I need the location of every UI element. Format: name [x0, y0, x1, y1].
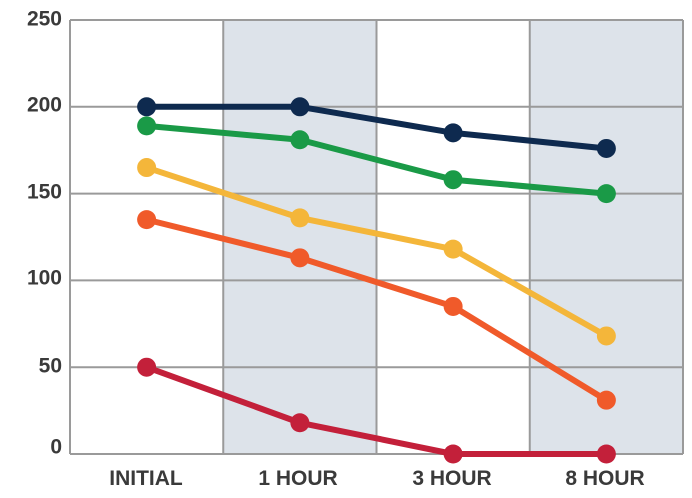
data-point	[596, 138, 616, 158]
data-point	[290, 413, 310, 433]
data-point	[137, 158, 157, 178]
x-tick-label: 8 HOUR	[565, 467, 644, 490]
data-point	[137, 116, 157, 136]
series-line-1	[143, 103, 610, 152]
data-point	[443, 444, 463, 464]
data-point	[137, 97, 157, 117]
y-tick-label: 250	[27, 8, 62, 31]
y-tick-label: 150	[27, 181, 62, 204]
x-tick-label: INITIAL	[109, 467, 183, 490]
x-tick-label: 1 HOUR	[258, 467, 337, 490]
data-point	[443, 296, 463, 316]
data-points	[137, 97, 616, 464]
shaded-column-band	[223, 20, 377, 454]
data-point	[290, 248, 310, 268]
y-tick-labels: 250 200 150 100 50 0	[27, 8, 62, 459]
shaded-columns	[223, 20, 683, 454]
data-point	[290, 97, 310, 117]
series-lines	[143, 103, 610, 457]
data-point	[596, 444, 616, 464]
data-point	[443, 123, 463, 143]
series-line-3	[143, 164, 610, 339]
series-line-5	[143, 364, 610, 457]
data-point	[596, 184, 616, 204]
data-point	[596, 326, 616, 346]
x-tick-label: 3 HOUR	[412, 467, 491, 490]
grid-lines	[69, 19, 684, 455]
data-point	[596, 390, 616, 410]
series-line-2	[143, 122, 610, 197]
data-point	[290, 208, 310, 228]
y-tick-label: 200	[27, 94, 62, 117]
data-point	[137, 357, 157, 377]
data-point	[137, 210, 157, 230]
shaded-column-band	[529, 20, 683, 454]
y-tick-label: 100	[27, 267, 62, 290]
data-point	[290, 130, 310, 150]
y-tick-label: 0	[50, 436, 62, 459]
y-tick-label: 50	[39, 355, 62, 378]
x-tick-labels: INITIAL 1 HOUR 3 HOUR 8 HOUR	[109, 467, 644, 490]
data-point	[443, 170, 463, 190]
series-line-4	[143, 216, 610, 404]
data-point	[443, 239, 463, 259]
